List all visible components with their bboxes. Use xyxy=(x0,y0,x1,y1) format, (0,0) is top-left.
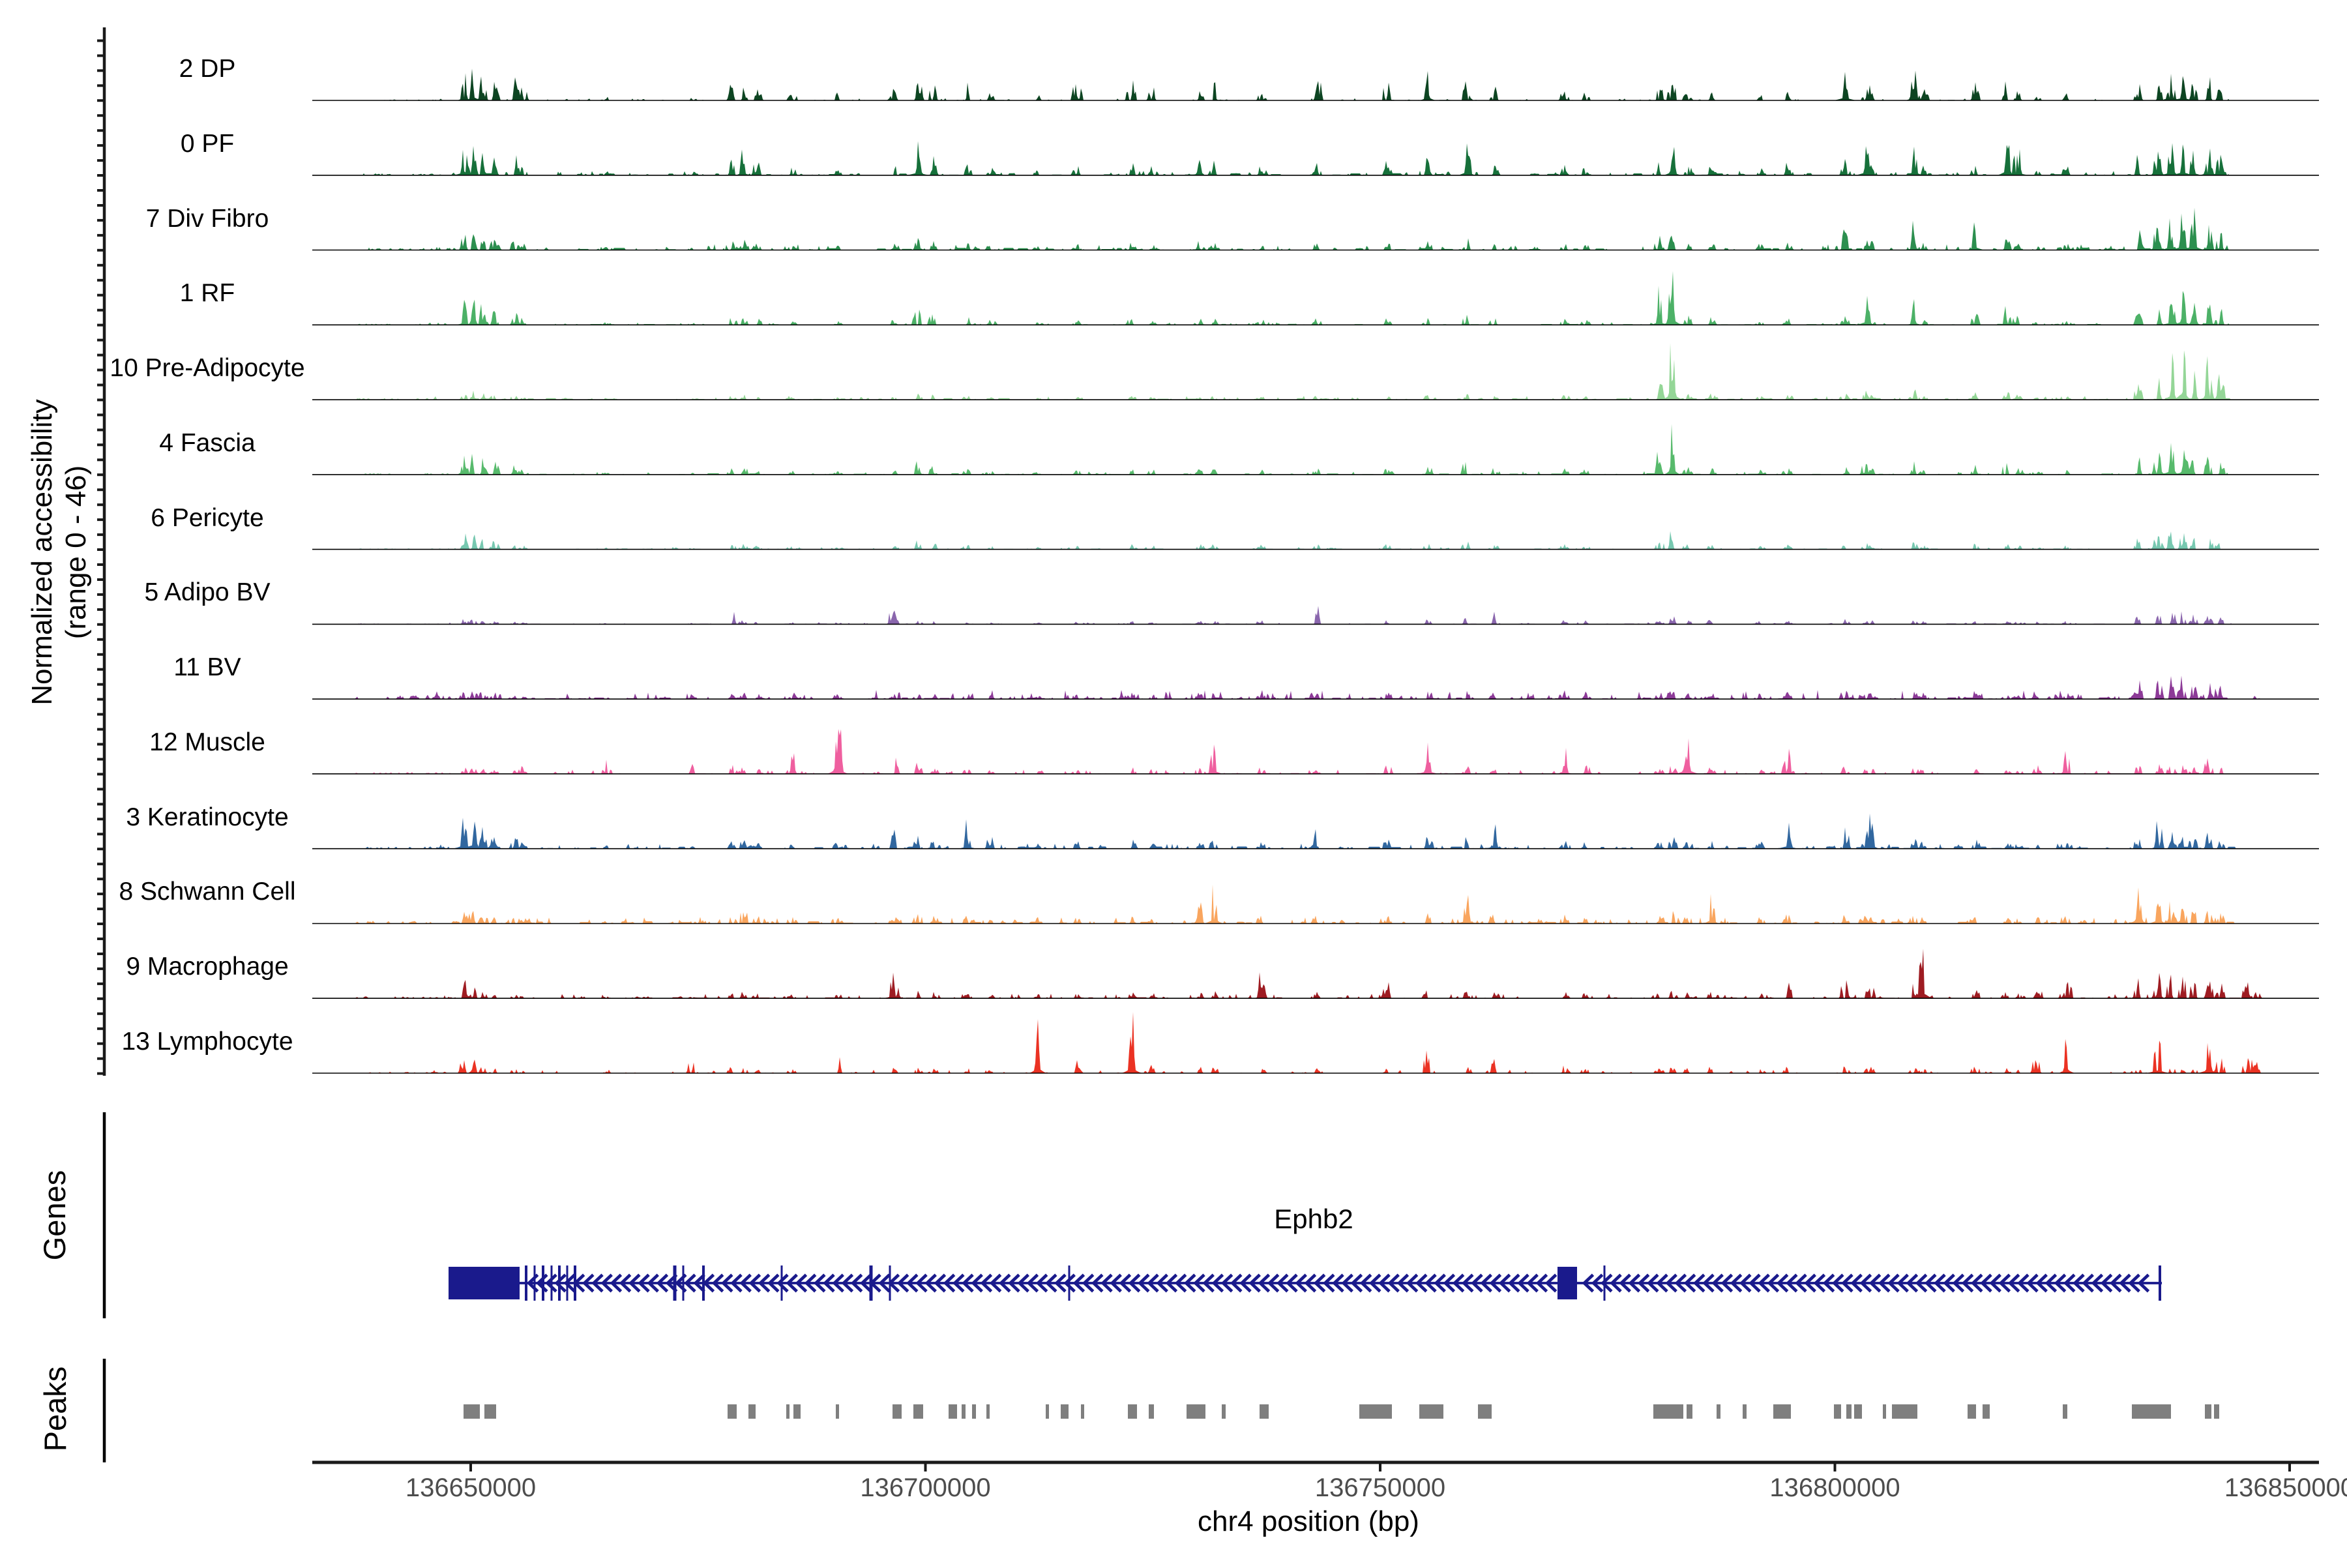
svg-text:12 Muscle: 12 Muscle xyxy=(149,728,265,756)
svg-text:136700000: 136700000 xyxy=(860,1473,990,1502)
svg-text:0 PF: 0 PF xyxy=(181,130,234,158)
svg-text:7 Div Fibro: 7 Div Fibro xyxy=(146,205,269,233)
svg-text:9 Macrophage: 9 Macrophage xyxy=(126,953,288,981)
svg-text:136800000: 136800000 xyxy=(1769,1473,1900,1502)
svg-text:3 Keratinocyte: 3 Keratinocyte xyxy=(126,803,288,831)
svg-text:136750000: 136750000 xyxy=(1315,1473,1445,1502)
svg-text:10 Pre-Adipocyte: 10 Pre-Adipocyte xyxy=(110,354,304,382)
svg-text:chr4 position (bp): chr4 position (bp) xyxy=(1198,1505,1419,1537)
svg-text:Genes: Genes xyxy=(37,1170,72,1260)
svg-text:1 RF: 1 RF xyxy=(180,279,235,307)
svg-text:11 BV: 11 BV xyxy=(173,653,241,681)
svg-text:13 Lymphocyte: 13 Lymphocyte xyxy=(121,1028,293,1056)
svg-text:2 DP: 2 DP xyxy=(179,55,236,83)
svg-text:8 Schwann Cell: 8 Schwann Cell xyxy=(119,878,296,906)
svg-text:4 Fascia: 4 Fascia xyxy=(159,429,256,457)
svg-text:136650000: 136650000 xyxy=(406,1473,536,1502)
svg-text:Normalized accessibility: Normalized accessibility xyxy=(26,399,58,705)
svg-text:Peaks: Peaks xyxy=(38,1367,72,1452)
svg-text:(range 0 - 46): (range 0 - 46) xyxy=(60,466,92,640)
svg-text:136850000: 136850000 xyxy=(2224,1473,2347,1502)
svg-text:Ephb2: Ephb2 xyxy=(1274,1204,1353,1234)
svg-text:6 Pericyte: 6 Pericyte xyxy=(151,504,263,532)
svg-text:5 Adipo BV: 5 Adipo BV xyxy=(145,578,271,606)
